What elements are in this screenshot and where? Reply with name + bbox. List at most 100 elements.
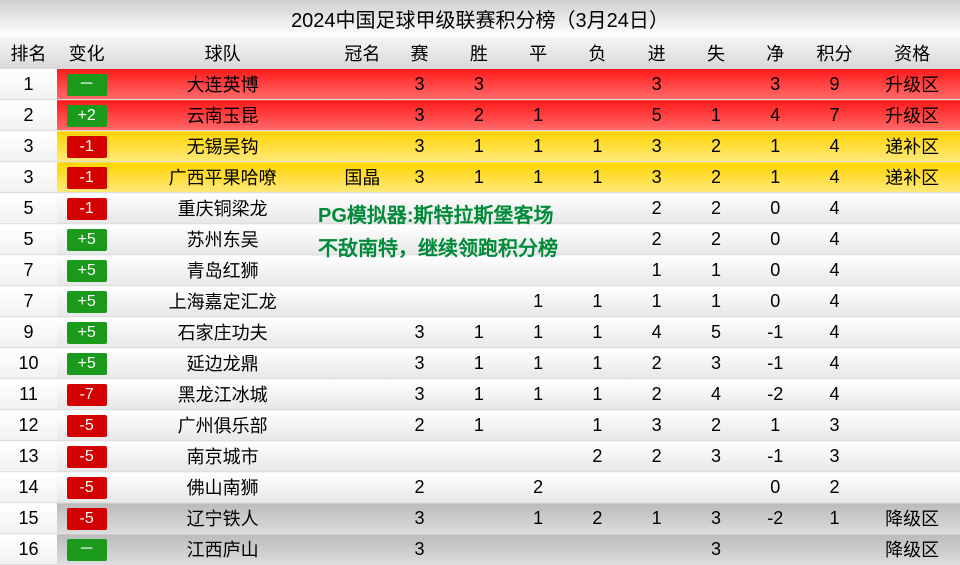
cell-qual: 升级区 (864, 69, 960, 100)
cell-pts: 4 (805, 162, 864, 193)
cell-ga: 3 (686, 503, 745, 534)
cell-gd: 1 (746, 131, 805, 162)
cell-gd: 0 (746, 286, 805, 317)
cell-loss (568, 193, 627, 224)
cell-team: 江西庐山 (116, 534, 333, 565)
cell-gd: 0 (746, 472, 805, 503)
change-badge: － (67, 74, 107, 96)
cell-change: -5 (57, 410, 116, 441)
cell-sponsor (333, 379, 390, 410)
cell-qual (864, 441, 960, 472)
cell-change: -1 (57, 193, 116, 224)
standings-table: 2024中国足球甲级联赛积分榜（3月24日） 排名 变化 球队 冠名 赛 胜 平… (0, 0, 960, 565)
cell-sponsor (333, 224, 390, 255)
cell-draw: 1 (508, 503, 567, 534)
cell-draw (508, 224, 567, 255)
cell-played: 3 (390, 503, 449, 534)
cell-draw: 1 (508, 348, 567, 379)
cell-team: 石家庄功夫 (116, 317, 333, 348)
cell-draw (508, 534, 567, 565)
cell-rank: 7 (0, 255, 57, 286)
cell-gf: 1 (627, 286, 686, 317)
change-badge: -5 (67, 508, 107, 530)
cell-gf: 2 (627, 193, 686, 224)
table-row: 5+5苏州东吴2204 (0, 224, 960, 255)
table-row: 13-5南京城市223-13 (0, 441, 960, 472)
cell-ga: 2 (686, 131, 745, 162)
cell-pts: 4 (805, 255, 864, 286)
table-row: 9+5石家庄功夫311145-14 (0, 317, 960, 348)
table-row: 2+2云南玉昆3215147升级区 (0, 100, 960, 131)
cell-win: 1 (449, 348, 508, 379)
page-title: 2024中国足球甲级联赛积分榜（3月24日） (0, 0, 960, 37)
cell-pts: 1 (805, 503, 864, 534)
cell-pts: 4 (805, 379, 864, 410)
cell-pts: 4 (805, 317, 864, 348)
table-row: 3-1无锡吴钩31113214递补区 (0, 131, 960, 162)
cell-team: 延边龙鼎 (116, 348, 333, 379)
cell-ga: 3 (686, 348, 745, 379)
cell-ga: 2 (686, 193, 745, 224)
cell-loss: 1 (568, 317, 627, 348)
cell-played (390, 286, 449, 317)
cell-qual (864, 224, 960, 255)
cell-played: 2 (390, 472, 449, 503)
cell-draw (508, 69, 567, 100)
cell-draw (508, 441, 567, 472)
cell-gd: -1 (746, 348, 805, 379)
cell-sponsor (333, 193, 390, 224)
change-badge: -5 (67, 415, 107, 437)
cell-played: 3 (390, 317, 449, 348)
cell-win: 1 (449, 410, 508, 441)
cell-team: 云南玉昆 (116, 100, 333, 131)
table-row: 11-7黑龙江冰城311124-24 (0, 379, 960, 410)
table-row: 7+5青岛红狮1104 (0, 255, 960, 286)
cell-loss (568, 472, 627, 503)
cell-loss (568, 100, 627, 131)
cell-sponsor (333, 100, 390, 131)
cell-rank: 11 (0, 379, 57, 410)
cell-qual: 递补区 (864, 162, 960, 193)
change-badge: +5 (67, 353, 107, 375)
cell-played: 3 (390, 348, 449, 379)
cell-ga: 3 (686, 534, 745, 565)
cell-rank: 7 (0, 286, 57, 317)
cell-rank: 2 (0, 100, 57, 131)
cell-change: +2 (57, 100, 116, 131)
cell-qual (864, 348, 960, 379)
cell-win: 3 (449, 69, 508, 100)
cell-gf: 1 (627, 503, 686, 534)
cell-win (449, 286, 508, 317)
cell-draw: 1 (508, 100, 567, 131)
col-played: 赛 (390, 37, 449, 69)
cell-win (449, 534, 508, 565)
cell-change: +5 (57, 317, 116, 348)
cell-gf (627, 472, 686, 503)
cell-ga: 2 (686, 224, 745, 255)
cell-gd: -1 (746, 441, 805, 472)
cell-sponsor (333, 317, 390, 348)
cell-rank: 14 (0, 472, 57, 503)
cell-change: +5 (57, 348, 116, 379)
cell-played: 3 (390, 69, 449, 100)
cell-sponsor (333, 441, 390, 472)
cell-change: -5 (57, 441, 116, 472)
cell-win: 2 (449, 100, 508, 131)
col-gd: 净 (746, 37, 805, 69)
cell-rank: 9 (0, 317, 57, 348)
cell-rank: 5 (0, 193, 57, 224)
cell-pts: 4 (805, 193, 864, 224)
cell-qual (864, 255, 960, 286)
col-draw: 平 (508, 37, 567, 69)
cell-played: 3 (390, 131, 449, 162)
cell-qual (864, 317, 960, 348)
cell-draw: 1 (508, 131, 567, 162)
cell-gd: 0 (746, 224, 805, 255)
cell-gf (627, 534, 686, 565)
cell-pts: 4 (805, 286, 864, 317)
cell-pts: 9 (805, 69, 864, 100)
cell-team: 广西平果哈嘹 (116, 162, 333, 193)
col-loss: 负 (568, 37, 627, 69)
col-pts: 积分 (805, 37, 864, 69)
cell-gf: 2 (627, 379, 686, 410)
